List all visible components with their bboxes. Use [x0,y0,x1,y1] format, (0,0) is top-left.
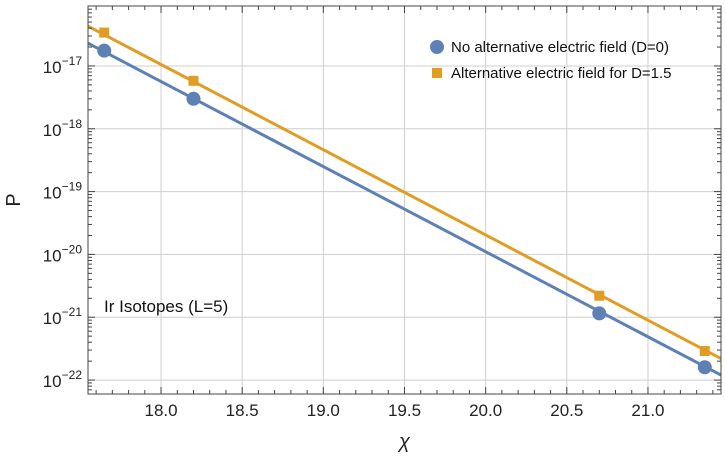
data-point-circle [97,43,112,58]
y-tick-label: 10−17 [43,54,83,77]
y-tick-label: 10−19 [43,180,83,203]
y-tick-label: 10−22 [43,368,83,391]
data-point-circle [697,360,712,375]
data-points [97,27,712,375]
legend-marker-square [432,68,442,78]
legend: No alternative electric field (D=0) Alte… [430,39,672,82]
x-tick-label: 18.5 [226,401,259,420]
x-tick-label: 18.0 [144,401,177,420]
data-point-square [594,290,605,301]
data-point-circle [592,306,607,321]
data-point-square [99,27,110,38]
grid [88,6,721,394]
data-point-square [188,75,199,86]
y-axis-label: P [3,193,25,206]
x-tick-label: 20.5 [550,401,583,420]
y-tick-label: 10−18 [43,117,83,140]
legend-entry-series-2: Alternative electric field for D=1.5 [451,65,672,82]
legend-marker-circle [430,40,444,54]
x-tick-label: 19.5 [388,401,421,420]
axis-ticks: 18.0 18.5 19.0 19.5 20.0 20.5 21.0 10−17 10−18 10… [43,6,721,420]
x-tick-label: 21.0 [631,401,664,420]
data-point-circle [186,91,201,106]
x-tick-label: 19.0 [307,401,340,420]
data-point-square [699,346,710,357]
legend-entry-series-1: No alternative electric field (D=0) [451,39,669,56]
y-tick-label: 10−21 [43,305,83,328]
annotation-label: Ir Isotopes (L=5) [104,297,228,316]
x-axis-label: χ [397,431,411,453]
x-tick-label: 20.0 [469,401,502,420]
y-tick-label: 10−20 [43,242,83,265]
